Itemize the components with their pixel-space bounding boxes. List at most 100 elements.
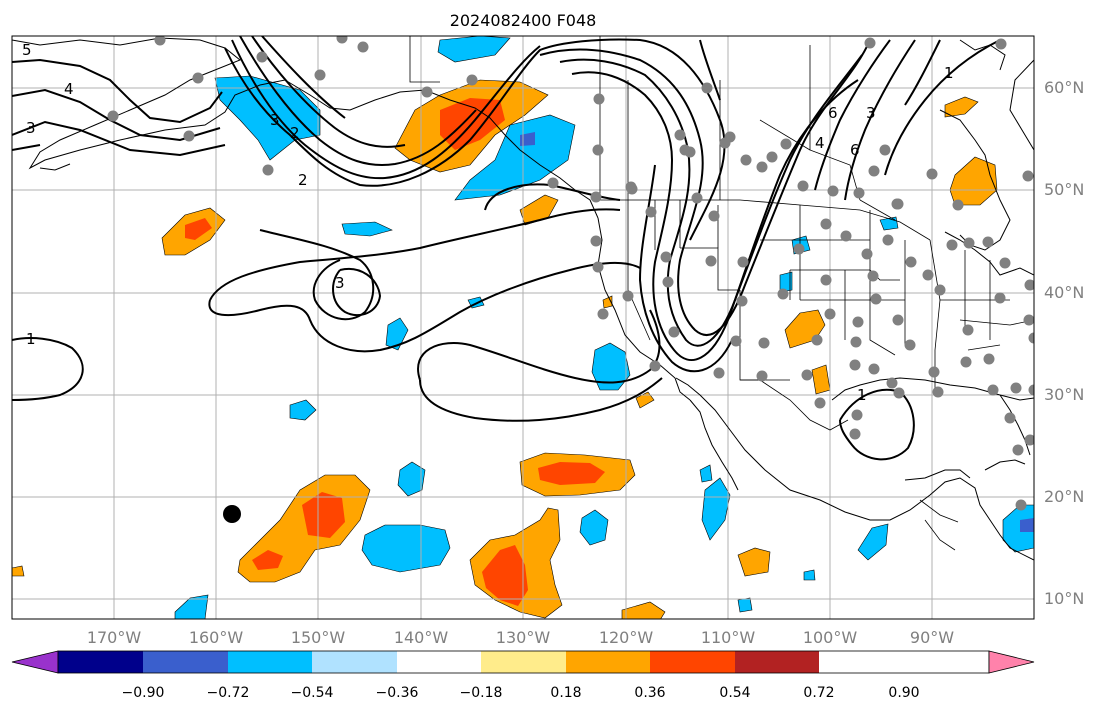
station-dot	[547, 177, 559, 189]
station-dot	[1012, 444, 1024, 456]
station-dot	[421, 86, 433, 98]
anomaly-negative	[174, 594, 209, 619]
contour-label: 1	[944, 64, 954, 82]
longitude-labels: 170°W 160°W 150°W 140°W 130°W 120°W 110°…	[87, 628, 954, 647]
lon-label: 100°W	[803, 628, 858, 647]
contour-label: 4	[64, 80, 74, 98]
lon-label: 170°W	[87, 628, 142, 647]
station-dot	[756, 161, 768, 173]
anomaly-positive	[949, 156, 998, 206]
anomaly-positive-strong	[538, 462, 605, 485]
anomaly-positive-strong	[252, 550, 283, 570]
contour-lines	[12, 36, 1001, 461]
station-dot	[853, 187, 865, 199]
station-dot	[882, 234, 894, 246]
station-dot	[926, 168, 938, 180]
station-dot	[879, 144, 891, 156]
anomaly-positive	[737, 547, 771, 577]
station-dot	[357, 41, 369, 53]
contour-label: 3	[270, 111, 280, 129]
station-dot	[904, 339, 916, 351]
station-dot	[1022, 170, 1034, 182]
colorbar-tick-label: 0.36	[634, 685, 665, 701]
anomaly-positive	[811, 364, 831, 395]
station-dot	[982, 236, 994, 248]
station-dot	[662, 276, 674, 288]
anomaly-negative	[803, 569, 816, 581]
position-marker	[223, 505, 241, 523]
lon-label: 140°W	[394, 628, 449, 647]
station-dot	[336, 36, 348, 44]
station-dot	[852, 316, 864, 328]
station-dot	[849, 428, 861, 440]
anomaly-shading	[12, 36, 1034, 619]
station-dot	[932, 386, 944, 398]
station-dot	[868, 165, 880, 177]
station-dot	[592, 144, 604, 156]
station-dot	[314, 69, 326, 81]
latitude-labels: 60°N 50°N 40°N 30°N 20°N 10°N	[1044, 78, 1084, 608]
station-dot	[262, 164, 274, 176]
colorbar-segment	[566, 651, 650, 673]
anomaly-negative	[701, 477, 731, 541]
station-dot	[736, 295, 748, 307]
lat-label: 30°N	[1044, 385, 1084, 404]
anomaly-positive-strong	[482, 545, 528, 606]
station-dot	[708, 210, 720, 222]
station-dot	[691, 192, 703, 204]
station-dot	[1024, 279, 1034, 291]
lon-label: 120°W	[599, 628, 654, 647]
station-dot	[154, 36, 166, 46]
contour-label: 1	[857, 386, 867, 404]
station-dot	[737, 256, 749, 268]
contour-label: 3	[335, 274, 345, 292]
contour-label: 4	[815, 134, 825, 152]
station-dot	[1010, 382, 1022, 394]
colorbar-segment	[650, 651, 735, 673]
anomaly-negative	[454, 114, 576, 201]
station-dot	[597, 308, 609, 320]
anomaly-negative	[591, 342, 631, 391]
anomaly-negative	[397, 461, 426, 497]
station-dot	[593, 93, 605, 105]
station-dot	[1028, 332, 1034, 344]
station-dot	[811, 334, 823, 346]
map-title: 2024082400 F048	[450, 11, 597, 30]
station-dot	[730, 335, 742, 347]
colorbar	[11, 650, 1035, 674]
gridlines	[12, 36, 1034, 619]
anomaly-negative-strong	[520, 132, 535, 146]
station-dot	[674, 129, 686, 141]
colorbar-segment	[312, 651, 397, 673]
station-dot	[820, 274, 832, 286]
contour-label: 6	[850, 141, 860, 159]
station-dot	[625, 181, 637, 193]
lon-label: 110°W	[701, 628, 756, 647]
station-dot	[820, 218, 832, 230]
station-dot	[701, 82, 713, 94]
station-dot	[864, 37, 876, 49]
station-dot	[999, 257, 1011, 269]
lon-label: 130°W	[496, 628, 551, 647]
colorbar-tick-label: −0.54	[291, 685, 334, 701]
colorbar-extend-max	[988, 650, 1035, 674]
station-dot	[192, 72, 204, 84]
colorbar-tick-label: 0.72	[803, 685, 834, 701]
station-dot	[780, 138, 792, 150]
colorbar-tick-label: −0.72	[207, 685, 250, 701]
station-dot	[934, 284, 946, 296]
anomaly-positive-strong	[185, 218, 212, 240]
colorbar-segment	[143, 651, 228, 673]
colorbar-tick-label: −0.36	[376, 685, 419, 701]
colorbar-tick-label: −0.18	[460, 685, 503, 701]
anomaly-negative	[385, 317, 409, 351]
lon-label: 160°W	[189, 628, 244, 647]
station-dot	[849, 359, 861, 371]
contour-label: 5	[22, 41, 32, 59]
anomaly-negative	[579, 509, 609, 546]
lat-label: 10°N	[1044, 589, 1084, 608]
station-dot	[824, 308, 836, 320]
station-dot	[983, 353, 995, 365]
station-dot	[814, 397, 826, 409]
